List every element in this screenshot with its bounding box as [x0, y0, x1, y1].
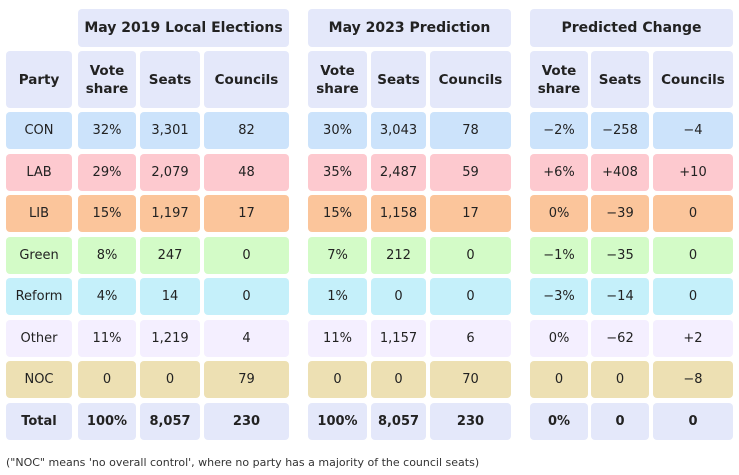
row-lab-party: LAB: [6, 154, 72, 191]
row-total-seats-change: 0: [591, 403, 649, 440]
column-header-seats-2019: Seats: [140, 51, 200, 108]
row-other-councils-change: +2: [653, 320, 733, 357]
footnote: ("NOC" means 'no overall control', where…: [6, 456, 480, 469]
row-lib-vote-share-change: 0%: [530, 195, 588, 232]
row-green-vote-share-change: −1%: [530, 237, 588, 274]
group-header-2023: May 2023 Prediction: [308, 9, 511, 47]
row-reform-councils-change: 0: [653, 278, 733, 315]
row-total-label: Total: [6, 403, 72, 440]
row-green-seats-2023: 212: [371, 237, 426, 274]
row-green-councils-change: 0: [653, 237, 733, 274]
row-lab-vote-share-2023: 35%: [308, 154, 367, 191]
row-con-councils-2019: 82: [204, 112, 289, 149]
row-con-councils-change: −4: [653, 112, 733, 149]
row-other-vote-share-2023: 11%: [308, 320, 367, 357]
row-total-vote-share-change: 0%: [530, 403, 588, 440]
row-lib-councils-2023: 17: [430, 195, 511, 232]
row-lib-seats-change: −39: [591, 195, 649, 232]
row-lab-seats-2023: 2,487: [371, 154, 426, 191]
row-other-vote-share-change: 0%: [530, 320, 588, 357]
row-reform-vote-share-change: −3%: [530, 278, 588, 315]
row-other-councils-2019: 4: [204, 320, 289, 357]
row-green-seats-change: −35: [591, 237, 649, 274]
row-green-councils-2023: 0: [430, 237, 511, 274]
row-lib-vote-share-2023: 15%: [308, 195, 367, 232]
row-noc-councils-2023: 70: [430, 361, 511, 398]
row-noc-vote-share-2023: 0: [308, 361, 367, 398]
column-header-councils-change: Councils: [653, 51, 733, 108]
row-other-vote-share-2019: 11%: [78, 320, 136, 357]
row-lab-vote-share-2019: 29%: [78, 154, 136, 191]
row-noc-councils-2019: 79: [204, 361, 289, 398]
column-header-councils-2023: Councils: [430, 51, 511, 108]
row-noc-seats-2023: 0: [371, 361, 426, 398]
row-total-seats-2019: 8,057: [140, 403, 200, 440]
row-green-party: Green: [6, 237, 72, 274]
row-reform-party: Reform: [6, 278, 72, 315]
row-other-seats-2019: 1,219: [140, 320, 200, 357]
row-reform-seats-2023: 0: [371, 278, 426, 315]
row-total-councils-2023: 230: [430, 403, 511, 440]
row-lab-vote-share-change: +6%: [530, 154, 588, 191]
row-noc-vote-share-change: 0: [530, 361, 588, 398]
row-lib-seats-2023: 1,158: [371, 195, 426, 232]
row-noc-vote-share-2019: 0: [78, 361, 136, 398]
row-lab-councils-change: +10: [653, 154, 733, 191]
group-header-2019: May 2019 Local Elections: [78, 9, 289, 47]
row-other-seats-change: −62: [591, 320, 649, 357]
row-total-councils-change: 0: [653, 403, 733, 440]
row-lab-seats-change: +408: [591, 154, 649, 191]
row-con-party: CON: [6, 112, 72, 149]
row-green-vote-share-2019: 8%: [78, 237, 136, 274]
row-lab-councils-2023: 59: [430, 154, 511, 191]
row-reform-councils-2019: 0: [204, 278, 289, 315]
row-noc-councils-change: −8: [653, 361, 733, 398]
row-reform-councils-2023: 0: [430, 278, 511, 315]
row-noc-seats-change: 0: [591, 361, 649, 398]
row-lib-party: LIB: [6, 195, 72, 232]
row-lib-vote-share-2019: 15%: [78, 195, 136, 232]
row-total-seats-2023: 8,057: [371, 403, 426, 440]
column-header-seats-2023: Seats: [371, 51, 426, 108]
row-other-party: Other: [6, 320, 72, 357]
row-con-seats-2019: 3,301: [140, 112, 200, 149]
row-noc-seats-2019: 0: [140, 361, 200, 398]
row-reform-seats-change: −14: [591, 278, 649, 315]
row-con-councils-2023: 78: [430, 112, 511, 149]
row-lib-councils-change: 0: [653, 195, 733, 232]
row-reform-vote-share-2019: 4%: [78, 278, 136, 315]
column-header-vote-share-2023: Vote share: [308, 51, 367, 108]
group-header-change: Predicted Change: [530, 9, 733, 47]
row-con-vote-share-2019: 32%: [78, 112, 136, 149]
row-green-councils-2019: 0: [204, 237, 289, 274]
row-reform-seats-2019: 14: [140, 278, 200, 315]
row-total-councils-2019: 230: [204, 403, 289, 440]
row-con-vote-share-2023: 30%: [308, 112, 367, 149]
row-other-seats-2023: 1,157: [371, 320, 426, 357]
row-con-vote-share-change: −2%: [530, 112, 588, 149]
row-total-vote-share-2023: 100%: [308, 403, 367, 440]
row-con-seats-change: −258: [591, 112, 649, 149]
row-reform-vote-share-2023: 1%: [308, 278, 367, 315]
row-total-vote-share-2019: 100%: [78, 403, 136, 440]
column-header-vote-share-2019: Vote share: [78, 51, 136, 108]
row-lab-seats-2019: 2,079: [140, 154, 200, 191]
row-green-seats-2019: 247: [140, 237, 200, 274]
column-header-vote-share-change: Vote share: [530, 51, 588, 108]
row-con-seats-2023: 3,043: [371, 112, 426, 149]
row-green-vote-share-2023: 7%: [308, 237, 367, 274]
row-noc-party: NOC: [6, 361, 72, 398]
row-lab-councils-2019: 48: [204, 154, 289, 191]
row-other-councils-2023: 6: [430, 320, 511, 357]
column-header-seats-change: Seats: [591, 51, 649, 108]
column-header-councils-2019: Councils: [204, 51, 289, 108]
party-column-header: Party: [6, 51, 72, 108]
row-lib-seats-2019: 1,197: [140, 195, 200, 232]
row-lib-councils-2019: 17: [204, 195, 289, 232]
